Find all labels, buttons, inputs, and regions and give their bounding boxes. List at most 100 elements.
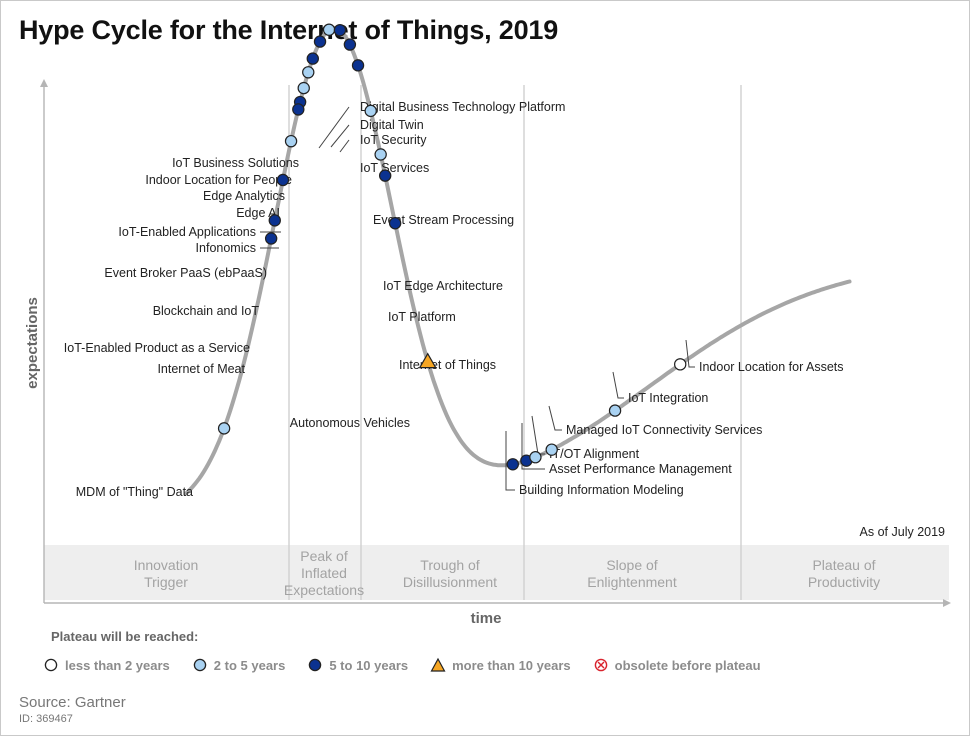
dark-blue-circle-icon (309, 658, 322, 672)
label-indoor-location-for-people: Indoor Location for People (145, 173, 292, 187)
legend-item-obs: obsolete before plateau (593, 657, 761, 673)
label-digital-twin: Digital Twin (360, 118, 424, 132)
label-blockchain-and-iot: Blockchain and IoT (153, 304, 260, 318)
legend-label-gt10: more than 10 years (452, 657, 571, 673)
label-iot-edge-architecture: IoT Edge Architecture (383, 279, 503, 293)
legend-item-2to5: 2 to 5 years (192, 657, 286, 673)
label-building-information-modeling: Building Information Modeling (519, 483, 684, 497)
marker-managed-iot-connectivity-services (545, 443, 558, 456)
marker-iot-integration (608, 404, 622, 417)
leader-line-it-ot-alignment (531, 415, 545, 455)
marker-iot-security (343, 38, 357, 51)
white-circle-icon (44, 658, 58, 672)
label-it-ot-alignment: IT/OT Alignment (549, 447, 640, 461)
light-blue-circle-icon (193, 658, 207, 672)
label-iot-business-solutions: IoT Business Solutions (172, 156, 299, 170)
label-asset-performance-management: Asset Performance Management (549, 462, 732, 476)
marker-digital-business-technology-platform (322, 23, 336, 36)
y-axis-arrow-icon (40, 79, 48, 87)
phase-label-peak: Peak of Inflated Expectations (284, 548, 364, 598)
orange-triangle-icon (430, 657, 446, 672)
obsolete-crossed-circle-icon (594, 658, 607, 672)
marker-event-broker-paas-ebpaas (284, 134, 298, 148)
label-iot-platform: IoT Platform (388, 310, 456, 324)
marker-iot-platform (378, 169, 392, 182)
phase-label-line: Plateau of (812, 557, 875, 573)
legend-label-lt2: less than 2 years (65, 657, 170, 673)
marker-internet-of-meat (264, 232, 278, 245)
label-event-stream-processing: Event Stream Processing (373, 213, 514, 227)
marker-event-stream-processing (364, 104, 377, 118)
legend-item-gt10: more than 10 years (430, 657, 571, 673)
label-edge-ai: Edge AI (236, 206, 280, 220)
label-autonomous-vehicles: Autonomous Vehicles (290, 416, 410, 430)
phase-label-line: Slope of (606, 557, 657, 573)
phase-label-line: Innovation (134, 557, 199, 573)
marker-building-information-modeling (506, 458, 519, 471)
label-edge-analytics: Edge Analytics (203, 189, 285, 203)
legend-label-obs: obsolete before plateau (614, 657, 761, 673)
phase-label-line: Trough of (420, 557, 480, 573)
label-mdm-of-thing-data: MDM of "Thing" Data (76, 485, 193, 499)
leader-line-building-information-modeling (505, 431, 515, 491)
label-indoor-location-for-assets: Indoor Location for Assets (699, 360, 844, 374)
phase-label-line: Enlightenment (587, 574, 677, 590)
marker-internet-of-things (388, 217, 402, 230)
legend-item-lt2: less than 2 years (43, 657, 170, 673)
marker-iot-business-solutions (313, 35, 327, 48)
label-digital-business-technology-platform: Digital Business Technology Platform (360, 100, 565, 114)
leader-line-iot-security (339, 139, 350, 153)
phase-label-line: Productivity (808, 574, 880, 590)
marker-iot-enabled-product-as-a-service (268, 214, 281, 227)
legend-title: Plateau will be reached: (51, 629, 199, 644)
leader-line-digital-business-technology-platform (318, 106, 350, 149)
marker-blockchain-and-iot (276, 173, 290, 187)
leader-line-asset-performance-management (521, 423, 545, 470)
phase-label-plateau: Plateau of Productivity (808, 557, 880, 590)
marker-mdm-of-thing-data (217, 422, 231, 435)
phase-label-trough: Trough of Disillusionment (403, 557, 497, 590)
marker-indoor-location-for-assets (674, 358, 687, 371)
as-of-note: As of July 2019 (860, 525, 946, 539)
legend-label-2to5: 2 to 5 years (213, 657, 286, 673)
label-iot-services: IoT Services (360, 161, 429, 175)
phase-label-line: Inflated (301, 565, 347, 581)
document-id: ID: 369467 (19, 713, 73, 725)
legend-label-5to10: 5 to 10 years (329, 657, 409, 673)
marker-iot-edge-architecture (374, 148, 387, 161)
marker-iot-services (351, 59, 365, 72)
label-managed-iot-connectivity-services: Managed IoT Connectivity Services (566, 423, 762, 437)
x-axis-arrow-icon (943, 599, 951, 607)
label-infonomics: Infonomics (196, 241, 256, 255)
label-internet-of-things: Internet of Things (399, 358, 496, 372)
leader-line-iot-integration (612, 371, 624, 399)
legend-item-5to10: 5 to 10 years (307, 657, 408, 673)
marker-digital-twin (333, 23, 347, 37)
marker-infonomics (292, 103, 305, 116)
y-axis-label: expectations (24, 297, 41, 389)
phase-label-line: Trigger (144, 574, 188, 590)
label-iot-enabled-applications: IoT-Enabled Applications (118, 225, 256, 239)
phase-band (44, 545, 949, 600)
label-iot-enabled-product-as-a-service: IoT-Enabled Product as a Service (64, 341, 250, 355)
marker-autonomous-vehicles (418, 352, 437, 369)
source-text: Source: Gartner (19, 694, 126, 711)
legend: less than 2 years 2 to 5 years 5 to 10 y… (43, 657, 783, 673)
label-iot-integration: IoT Integration (628, 391, 708, 405)
phase-label-slope: Slope of Enlightenment (587, 557, 677, 590)
phase-label-line: Expectations (284, 582, 364, 598)
marker-edge-analytics (302, 66, 315, 79)
marker-edge-ai (297, 81, 310, 95)
leader-line-managed-iot-connectivity-services (548, 405, 562, 431)
leader-line-digital-twin (330, 124, 350, 148)
label-iot-security: IoT Security (360, 133, 427, 147)
x-axis-label: time (471, 610, 502, 627)
label-internet-of-meat: Internet of Meat (157, 362, 245, 376)
marker-indoor-location-for-people (306, 52, 319, 65)
phase-label-innovation: Innovation Trigger (134, 557, 199, 590)
phase-label-line: Peak of (300, 548, 348, 564)
marker-it-ot-alignment (529, 451, 542, 464)
